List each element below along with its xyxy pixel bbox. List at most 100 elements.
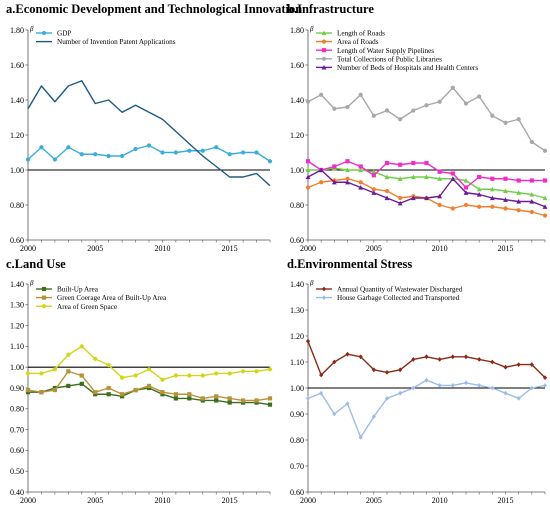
data-point <box>345 351 350 357</box>
data-point <box>106 153 111 159</box>
y-tick-label: 1.10 <box>290 358 304 367</box>
data-point <box>52 387 57 393</box>
chart-panel-c: c.Land Use 0.40 0.50 0.60 0.70 0.80 0.90 1.00 1.… <box>6 257 273 505</box>
data-point <box>398 390 403 396</box>
data-point <box>79 381 84 386</box>
data-point <box>305 99 311 104</box>
y-unit-label: β <box>29 25 34 33</box>
data-point <box>424 103 429 108</box>
series-line <box>308 167 546 199</box>
data-point <box>39 145 44 150</box>
data-point <box>319 180 324 185</box>
data-point <box>397 176 403 181</box>
data-point <box>424 377 429 383</box>
data-point <box>200 373 205 378</box>
series-3 <box>25 344 273 382</box>
data-point <box>477 94 482 99</box>
data-point <box>490 385 495 391</box>
data-point <box>173 392 178 397</box>
data-point <box>305 167 311 173</box>
data-point <box>424 160 429 166</box>
y-unit-label: β <box>309 279 314 287</box>
data-point <box>516 178 521 183</box>
data-point <box>450 85 455 90</box>
data-point <box>332 411 337 417</box>
data-point <box>516 362 521 367</box>
data-point <box>227 152 232 157</box>
data-point <box>358 180 363 185</box>
data-point <box>358 354 363 360</box>
data-point <box>529 139 534 145</box>
data-point <box>106 363 111 368</box>
legend-marker <box>321 295 327 300</box>
chart-panel-d: d.Environmental Stress 0.60 0.70 0.80 0.90 1.… <box>287 257 548 505</box>
data-point <box>450 383 455 388</box>
data-point <box>542 204 548 209</box>
data-point <box>463 178 469 183</box>
y-tick-label: 1.00 <box>10 166 24 175</box>
y-tick-label: 1.60 <box>290 61 304 70</box>
data-point <box>503 120 508 125</box>
data-point <box>331 179 337 185</box>
data-point <box>146 143 152 148</box>
y-tick-label: 0.50 <box>10 467 24 476</box>
x-tick-label: 2000 <box>20 496 36 505</box>
data-point <box>254 150 259 155</box>
data-point <box>490 359 495 365</box>
data-point <box>424 354 429 360</box>
data-point <box>305 338 311 344</box>
legend-label: Area of Roads <box>337 38 379 46</box>
y-tick-label: 0.90 <box>290 410 304 419</box>
legend-marker <box>321 64 327 70</box>
chart-panel-a: a.Economic Development and Technological… <box>6 2 302 253</box>
data-point <box>305 174 311 180</box>
data-point <box>529 209 534 215</box>
data-point <box>503 206 508 211</box>
y-tick-label: 1.00 <box>290 384 304 393</box>
series-line <box>307 340 546 379</box>
data-point <box>214 398 219 403</box>
data-point <box>371 173 376 178</box>
y-tick-label: 0.80 <box>290 201 304 210</box>
data-point <box>358 92 363 97</box>
data-point <box>503 197 508 202</box>
data-point <box>450 354 455 360</box>
data-point <box>305 159 311 164</box>
y-tick-label: 1.80 <box>10 26 24 35</box>
data-point <box>503 188 508 194</box>
data-point <box>241 398 246 403</box>
data-point <box>476 192 482 197</box>
data-point <box>489 186 495 192</box>
data-point <box>120 153 125 159</box>
y-tick-label: 0.80 <box>290 436 304 445</box>
legend-marker <box>41 295 47 300</box>
data-point <box>254 398 259 403</box>
data-point <box>463 354 469 360</box>
data-point <box>424 174 429 180</box>
data-point <box>503 390 508 396</box>
data-point <box>437 176 443 181</box>
data-point <box>411 160 416 166</box>
data-point <box>542 195 548 201</box>
x-tick-label: 2000 <box>20 244 36 253</box>
data-point <box>371 169 377 174</box>
data-point <box>133 146 138 152</box>
data-point <box>187 373 192 378</box>
data-point <box>516 190 522 195</box>
data-point <box>437 193 443 199</box>
x-tick-label: 2015 <box>222 496 238 505</box>
data-point <box>120 392 125 397</box>
x-tick-label: 2010 <box>432 496 448 505</box>
y-tick-label: 1.30 <box>10 301 24 310</box>
legend-label: GDP <box>57 30 71 38</box>
series-line <box>307 379 546 439</box>
data-point <box>25 157 31 162</box>
data-point <box>267 159 273 164</box>
data-point <box>227 371 232 376</box>
y-tick-label: 0.60 <box>10 236 24 245</box>
data-point <box>384 370 390 375</box>
data-point <box>66 383 71 389</box>
data-point <box>79 152 84 157</box>
data-point <box>437 169 442 174</box>
y-tick-label: 1.40 <box>10 280 24 289</box>
